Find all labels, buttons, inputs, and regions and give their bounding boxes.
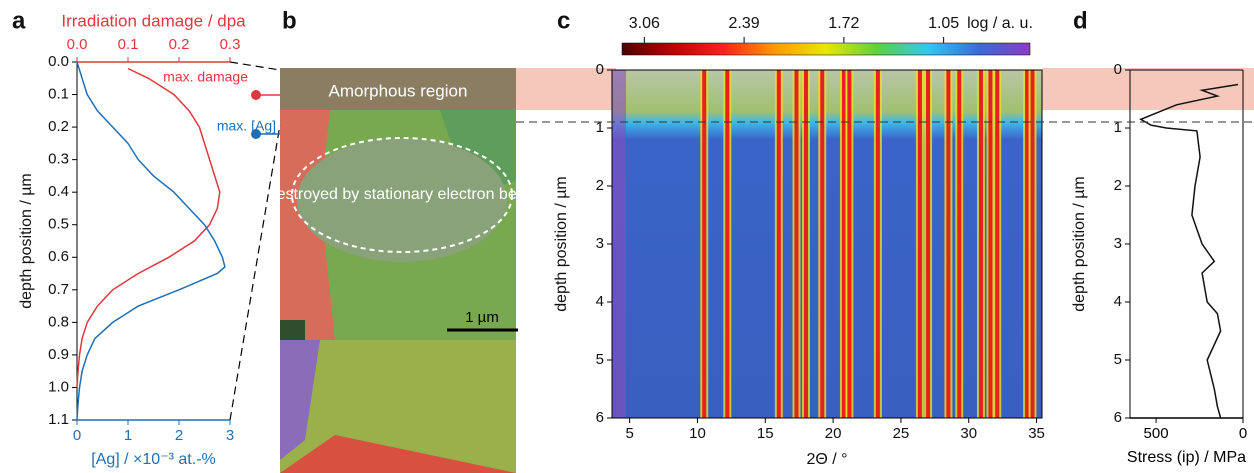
colorbar-tick-label: 1.05	[928, 15, 959, 32]
destroyed-label: Destroyed by stationary electron beam	[265, 186, 539, 203]
x-tick-label: 0	[73, 427, 81, 444]
x-tick-label: 3	[226, 427, 234, 444]
x-tick-label: 25	[893, 425, 910, 442]
y-tick-label: 4	[1114, 293, 1122, 310]
region-label: Amorphous region	[329, 81, 468, 100]
peak	[946, 70, 951, 418]
amorphous-band	[516, 68, 616, 110]
x-tick-label: 0	[1239, 425, 1247, 442]
panel-label: a	[12, 7, 26, 34]
y-tick-label: 0.6	[48, 248, 69, 265]
peak	[803, 70, 808, 418]
y-tick-label: 3	[596, 235, 604, 252]
y-tick-label: 0.0	[48, 53, 69, 70]
heatmap-background	[612, 70, 1042, 418]
colorbar-tick-label: 3.06	[629, 15, 660, 32]
y-tick-label: 0.1	[48, 86, 69, 103]
connectors	[229, 61, 281, 421]
y-tick-label: 0.4	[48, 183, 69, 200]
x2-tick-label: 0.3	[220, 36, 241, 53]
y-tick-label: 6	[1114, 409, 1122, 426]
x2-axis-title: Irradiation damage / dpa	[61, 11, 246, 30]
x-tick-label: 500	[1144, 425, 1169, 442]
y-axis-title: depth position / µm	[553, 176, 570, 312]
peak	[988, 70, 993, 418]
colorbar	[621, 42, 1031, 56]
y-tick-label: 2	[596, 177, 604, 194]
peak	[702, 70, 707, 418]
series-label: max. damage	[163, 69, 248, 85]
series-label: max. [Ag]	[217, 118, 276, 134]
peak	[1025, 70, 1030, 418]
colorbar-tick-label: 2.39	[729, 15, 760, 32]
colorbar-tick-label: 1.72	[828, 15, 859, 32]
peak	[841, 70, 846, 418]
peak	[978, 70, 983, 418]
x-tick-label: 15	[757, 425, 774, 442]
y-tick-label: 0.7	[48, 281, 69, 298]
y-tick-label: 0.9	[48, 346, 69, 363]
peak	[957, 70, 962, 418]
colorbar-label: log / a. u.	[967, 15, 1033, 32]
y-axis-title: depth position / µm	[18, 173, 35, 309]
y-tick-label: 6	[596, 409, 604, 426]
y-tick-label: 0.5	[48, 216, 69, 233]
scale-bar-label: 1 µm	[465, 309, 499, 326]
x-tick-label: 10	[689, 425, 706, 442]
y-tick-label: 1	[1114, 119, 1122, 136]
frame	[611, 69, 1043, 419]
x-axis-title: 2Θ / °	[806, 451, 847, 468]
panel-label: c	[557, 7, 570, 34]
peak	[926, 70, 931, 418]
x-tick-label: 30	[960, 425, 977, 442]
amorphous-band	[1042, 68, 1254, 110]
y-tick-label: 1.0	[48, 378, 69, 395]
panel-label: d	[1073, 7, 1088, 34]
peak	[776, 70, 781, 418]
x-tick-label: 2	[175, 427, 183, 444]
micrograph	[280, 68, 518, 473]
series-line	[76, 67, 221, 388]
y-axis-title: depth position / µm	[1071, 176, 1088, 312]
y-tick-label: 0	[1114, 61, 1122, 78]
heatmap-edge	[612, 70, 626, 418]
x-axis-title: [Ag] / ×10⁻³ at.-%	[91, 451, 216, 468]
peak	[820, 70, 825, 418]
peak	[875, 70, 880, 418]
y-tick-label: 5	[1114, 351, 1122, 368]
series-line	[76, 61, 226, 421]
panel-label: b	[282, 7, 297, 34]
peak	[794, 70, 799, 418]
y-tick-label: 0.3	[48, 151, 69, 168]
y-tick-label: 3	[1114, 235, 1122, 252]
x-tick-label: 5	[625, 425, 633, 442]
x-tick-label: 35	[1028, 425, 1045, 442]
markers	[251, 90, 280, 139]
y-tick-label: 0.2	[48, 118, 69, 135]
y-tick-label: 1	[596, 119, 604, 136]
y-tick-label: 5	[596, 351, 604, 368]
peak	[725, 70, 730, 418]
y-tick-label: 1.1	[48, 411, 69, 428]
peak	[847, 70, 852, 418]
peak	[917, 70, 922, 418]
peak	[995, 70, 1000, 418]
x2-tick-label: 0.1	[118, 36, 139, 53]
x2-tick-label: 0.2	[169, 36, 190, 53]
y-tick-label: 4	[596, 293, 604, 310]
y-tick-label: 2	[1114, 177, 1122, 194]
x-axis-title: Stress (ip) / MPa	[1127, 449, 1246, 466]
y-tick-label: 0.8	[48, 313, 69, 330]
y-tick-label: 0	[596, 61, 604, 78]
x2-tick-label: 0.0	[67, 36, 88, 53]
series-line	[1139, 83, 1239, 419]
x-tick-label: 20	[825, 425, 842, 442]
x-tick-label: 1	[124, 427, 132, 444]
peak	[1030, 70, 1035, 418]
